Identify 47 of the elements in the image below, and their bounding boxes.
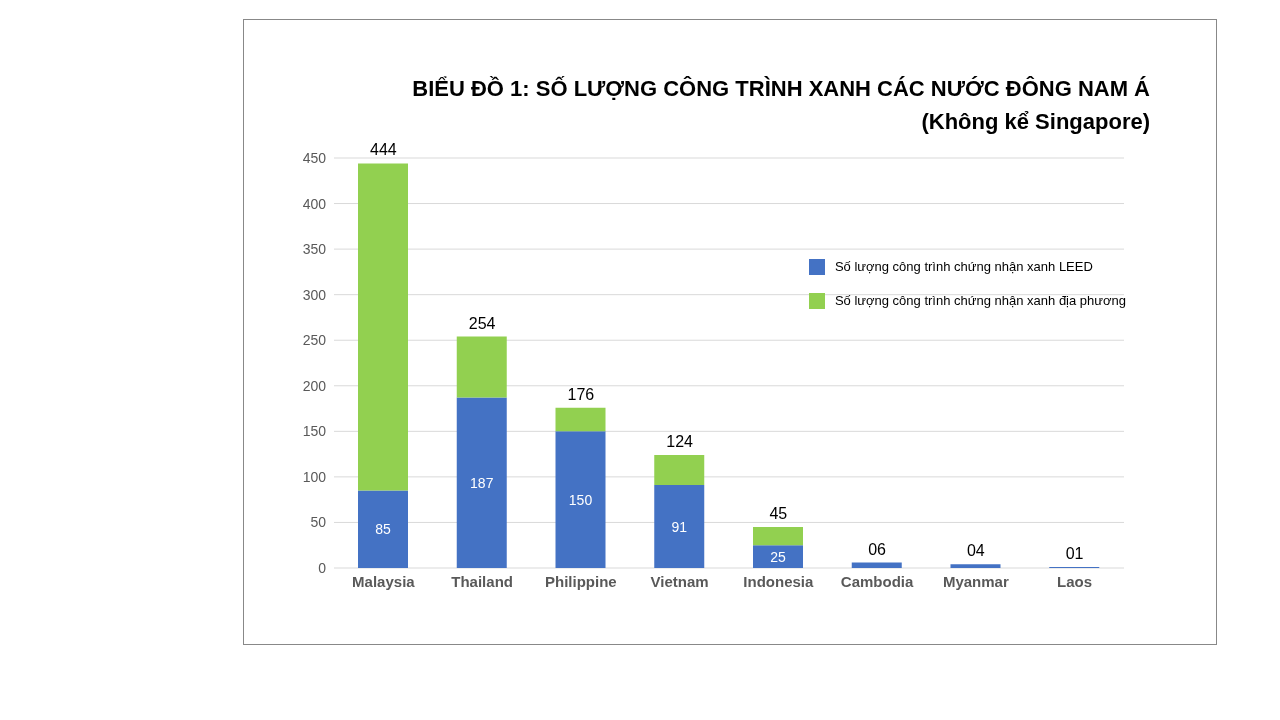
data-label: 91 [671, 518, 688, 535]
data-label: 85 [375, 521, 391, 538]
bar [555, 407, 606, 432]
x-tick-label: Indonesia [743, 572, 815, 590]
total-label: 444 [370, 141, 397, 159]
y-tick-label: 200 [302, 377, 327, 394]
bar [456, 336, 507, 398]
total-label: 124 [666, 433, 694, 451]
bar [555, 431, 606, 568]
y-tick-label: 150 [302, 423, 327, 440]
bar [753, 545, 803, 568]
y-tick-label: 50 [310, 514, 327, 531]
legend-label: Số lượng công trình chứng nhận xanh địa phương [834, 292, 1126, 310]
y-tick-label: 300 [302, 286, 327, 303]
y-tick-label: 350 [302, 241, 327, 258]
chart-subtitle: (Không kể Singapore) [920, 108, 1150, 136]
total-label: 04 [966, 542, 985, 560]
x-tick-label: Myanmar [942, 572, 1009, 590]
x-tick-label: Vietnam [650, 572, 709, 590]
bar [950, 564, 1001, 568]
y-tick-label: 450 [302, 149, 327, 166]
bar [456, 397, 507, 568]
legend-label: Số lượng công trình chứng nhận xanh LEED [834, 258, 1093, 276]
x-tick-label: Malaysia [352, 572, 416, 590]
bar [358, 163, 408, 491]
data-label: 25 [770, 548, 786, 565]
data-label: 187 [470, 474, 494, 491]
chart-title: BIỂU ĐỒ 1: SỐ LƯỢNG CÔNG TRÌNH XANH CÁC NƯỚC ĐÔNG NAM Á [411, 75, 1150, 103]
bar [851, 562, 902, 568]
total-label: 06 [868, 540, 887, 558]
data-label: 150 [568, 491, 593, 508]
x-tick-label: Philippine [545, 572, 617, 590]
x-tick-label: Laos [1057, 572, 1093, 590]
y-tick-label: 0 [318, 559, 327, 576]
bar [753, 527, 803, 546]
x-tick-label: Cambodia [840, 572, 915, 590]
total-label: 45 [769, 505, 788, 522]
bar [358, 490, 408, 568]
y-tick-label: 100 [302, 468, 327, 485]
total-label: 176 [567, 385, 595, 403]
total-label: 01 [1065, 545, 1084, 563]
bar [654, 485, 705, 568]
bar [654, 455, 705, 486]
total-label: 254 [468, 314, 496, 332]
y-tick-label: 400 [302, 195, 327, 212]
y-tick-label: 250 [302, 332, 327, 349]
x-tick-label: Thailand [451, 572, 513, 590]
